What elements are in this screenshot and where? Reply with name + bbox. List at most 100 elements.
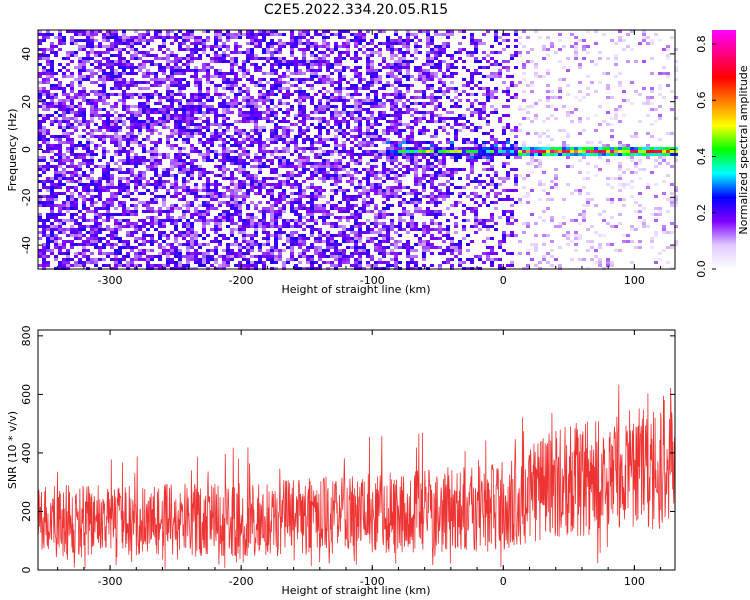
heatmap-cell [338, 99, 342, 102]
heatmap-cell [206, 138, 210, 141]
heatmap-cell [430, 51, 434, 54]
heatmap-cell [282, 72, 286, 75]
heatmap-cell [102, 126, 106, 129]
heatmap-cell [198, 69, 202, 72]
heatmap-cell [182, 96, 186, 99]
heatmap-cell [398, 96, 402, 99]
heatmap-cell [106, 39, 110, 42]
heatmap-cell [102, 189, 106, 192]
heatmap-cell [270, 192, 274, 195]
heatmap-cell [282, 141, 286, 144]
heatmap-cell [106, 255, 110, 258]
heatmap-cell [290, 219, 294, 222]
heatmap-cell [142, 102, 146, 105]
heatmap-cell [38, 219, 42, 222]
heatmap-cell [438, 33, 442, 36]
heatmap-cell [334, 45, 338, 48]
heatmap-cell [290, 246, 294, 249]
heatmap-cell [330, 150, 334, 153]
heatmap-cell [386, 246, 390, 249]
heatmap-cell [306, 219, 310, 222]
heatmap-cell [198, 90, 202, 93]
heatmap-cell [142, 126, 146, 129]
heatmap-cell [46, 240, 50, 243]
heatmap-cell [338, 126, 342, 129]
heatmap-cell [110, 33, 114, 36]
heatmap-cell [310, 45, 314, 48]
heatmap-cell [70, 111, 74, 114]
heatmap-cell [186, 114, 190, 117]
heatmap-cell [118, 177, 122, 180]
heatmap-cell [242, 183, 246, 186]
heatmap-cell [398, 93, 402, 96]
heatmap-cell [358, 246, 362, 249]
heatmap-cell [282, 189, 286, 192]
heatmap-cell [202, 255, 206, 258]
heatmap-cell [246, 171, 250, 174]
heatmap-cell [318, 234, 322, 237]
heatmap-cell [206, 123, 210, 126]
heatmap-cell [94, 228, 98, 231]
heatmap-cell [306, 168, 310, 171]
heatmap-cell [186, 39, 190, 42]
heatmap-cell [290, 240, 294, 243]
heatmap-cell [38, 135, 42, 138]
heatmap-cell [146, 99, 150, 102]
heatmap-cell [50, 147, 54, 150]
heatmap-cell [278, 210, 282, 213]
heatmap-cell [74, 243, 78, 246]
heatmap-cell [294, 231, 298, 234]
heatmap-cell [46, 144, 50, 147]
heatmap-cell [254, 240, 258, 243]
heatmap-cell [242, 111, 246, 114]
heatmap-cell [110, 63, 114, 66]
heatmap-cell [94, 237, 98, 240]
heatmap-cell [318, 240, 322, 243]
heatmap-cell [54, 72, 58, 75]
heatmap-cell [166, 243, 170, 246]
heatmap-cell [386, 42, 390, 45]
heatmap-cell [46, 63, 50, 66]
heatmap-cell [334, 108, 338, 111]
heatmap-cell [110, 75, 114, 78]
heatmap-cell [130, 111, 134, 114]
heatmap-cell [302, 252, 306, 255]
heatmap-cell [82, 183, 86, 186]
heatmap-cell [206, 147, 210, 150]
heatmap-cell [194, 111, 198, 114]
heatmap-cell [182, 153, 186, 156]
heatmap-cell [170, 93, 174, 96]
heatmap-cell [114, 219, 118, 222]
heatmap-cell [426, 180, 430, 183]
heatmap-cell [418, 72, 422, 75]
heatmap-cell [94, 108, 98, 111]
heatmap-cell [262, 186, 266, 189]
heatmap-cell [94, 165, 98, 168]
heatmap-cell [302, 162, 306, 165]
heatmap-cell [142, 72, 146, 75]
heatmap-cell [70, 147, 74, 150]
heatmap-cell [302, 111, 306, 114]
heatmap-cell [318, 258, 322, 261]
heatmap-cell [410, 102, 414, 105]
heatmap-cell [102, 138, 106, 141]
heatmap-cell [374, 93, 378, 96]
heatmap-cell [394, 174, 398, 177]
heatmap-cell [298, 219, 302, 222]
heatmap-cell [246, 90, 250, 93]
heatmap-cell [186, 129, 190, 132]
heatmap-cell [430, 168, 434, 171]
heatmap-cell [410, 60, 414, 63]
heatmap-cell [242, 51, 246, 54]
heatmap-cell [166, 234, 170, 237]
heatmap-cell [218, 75, 222, 78]
heatmap-cell [186, 258, 190, 261]
heatmap-cell [234, 141, 238, 144]
heatmap-cell [166, 105, 170, 108]
heatmap-cell [394, 150, 398, 153]
heatmap-cell [322, 249, 326, 252]
heatmap-cell [422, 246, 426, 249]
heatmap-cell [78, 192, 82, 195]
heatmap-cell [118, 222, 122, 225]
heatmap-cell [270, 135, 274, 138]
